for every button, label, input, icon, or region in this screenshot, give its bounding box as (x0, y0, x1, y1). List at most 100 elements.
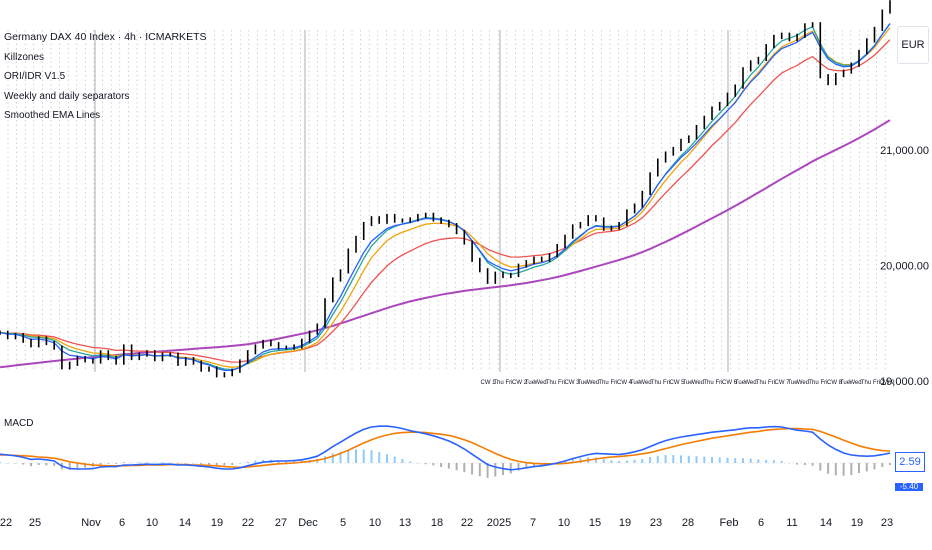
week-day-label: Wed (534, 380, 546, 386)
indicator-separators[interactable]: Weekly and daily separators (4, 90, 130, 102)
week-day-label: Fri (821, 380, 828, 386)
macd-histogram-bar (749, 458, 752, 463)
symbol-title[interactable]: Germany DAX 40 Index · 4h · ICMARKETS (4, 31, 207, 43)
week-day-label: Tue (630, 380, 641, 386)
macd-histogram-bar (571, 459, 574, 463)
time-tick-label: Nov (81, 517, 101, 529)
macd-histogram-bar (416, 463, 419, 464)
macd-histogram-bar (161, 462, 164, 463)
week-day-label: CW 2 (512, 380, 528, 386)
week-day-label: Fri (611, 380, 618, 386)
macd-histogram-bar (672, 455, 675, 463)
price-axis[interactable]: 19,000.00 20,000.00 21,000.00 (880, 145, 929, 388)
macd-histogram-bar (238, 463, 241, 464)
week-day-label: Wed (849, 380, 861, 386)
time-tick-label: 5 (340, 517, 346, 529)
macd-histogram-bar (99, 463, 102, 465)
macd-histogram-bar (30, 463, 32, 467)
separator-lines (7, 30, 886, 372)
macd-histogram-bar (45, 463, 48, 466)
time-tick-label: 14 (179, 517, 191, 529)
time-tick-label: 19 (851, 517, 863, 529)
macd-histogram-bar (525, 463, 528, 469)
macd-histogram-bar (858, 463, 860, 473)
macd-histogram-bar (22, 463, 25, 465)
macd-histogram-bar (664, 455, 667, 463)
week-day-label: CW 4 (617, 380, 633, 386)
macd-histogram-bar (811, 463, 814, 466)
macd-histogram-bar (703, 456, 706, 463)
macd-histogram-bar (424, 463, 427, 465)
indicator-killzones[interactable]: Killzones (4, 51, 45, 63)
macd-histogram-bar (138, 462, 141, 463)
time-tick-label: 23 (881, 517, 893, 529)
week-day-label: Fri (768, 380, 775, 386)
week-day-label: Wed (639, 380, 651, 386)
week-day-label: Wed (797, 380, 809, 386)
week-day-label: CW 5 (670, 380, 686, 386)
time-tick-label: 15 (589, 517, 601, 529)
macd-histogram-bar (130, 462, 133, 464)
macd-histogram-bar (509, 463, 512, 474)
currency-button[interactable]: EUR (897, 26, 929, 64)
macd-histogram-bar (409, 461, 412, 463)
time-tick-label: 11 (786, 517, 797, 529)
macd-histogram-bar (494, 463, 497, 477)
macd-histogram-bar (471, 463, 474, 475)
week-day-label: Tue (682, 380, 693, 386)
macd-histogram-bar (254, 460, 257, 463)
macd-histogram-bar (370, 450, 373, 463)
macd-histogram-bar (115, 463, 118, 464)
macd-histogram-bar (200, 463, 203, 465)
macd-histogram-bar (393, 456, 396, 463)
macd-histogram-bar (765, 459, 768, 463)
macd-histogram-bar (695, 456, 698, 463)
macd-histogram-bar (618, 461, 621, 463)
macd-histogram-bar (633, 459, 636, 463)
macd-label[interactable]: MACD (4, 418, 34, 429)
macd-histogram-bar (842, 463, 845, 476)
week-day-label: Wed (692, 380, 704, 386)
week-day-label: Thu (493, 380, 503, 386)
time-tick-label: 14 (820, 517, 832, 529)
week-day-label: Wed (587, 380, 599, 386)
macd-histogram-bar (153, 462, 156, 464)
week-day-label: Wed (744, 380, 756, 386)
macd-signal-badge: -5.40 (895, 483, 923, 491)
macd-histogram-bar (819, 463, 822, 471)
macd-histogram-bar (107, 463, 110, 464)
week-day-label: Thu (861, 380, 871, 386)
macd-value-badge: 2.59 (895, 452, 925, 472)
macd-histogram-bar (803, 463, 806, 465)
macd-histogram-bar (641, 459, 644, 463)
macd-histogram-bar (84, 463, 87, 468)
time-tick-label: 25 (29, 517, 41, 529)
macd-histogram-bar (339, 451, 342, 463)
indicator-ori-idr[interactable]: ORI/IDR V1.5 (4, 71, 66, 82)
ema-purple-line (0, 119, 891, 369)
macd-histogram-bar (850, 463, 853, 475)
week-day-label: CW 3 (565, 380, 581, 386)
macd-histogram-bar (610, 460, 613, 463)
macd-histogram-bar (0, 462, 1, 463)
week-day-label: CW 1 (481, 380, 497, 386)
week-day-label: Fri (558, 380, 565, 386)
time-tick-label: 19 (211, 517, 223, 529)
macd-histogram-bar (772, 460, 775, 463)
macd-histogram-bar (122, 462, 125, 463)
indicator-smoothed-ema[interactable]: Smoothed EMA Lines (4, 110, 101, 121)
time-tick-label: Feb (720, 517, 739, 529)
macd-pane[interactable] (0, 425, 891, 478)
price-pane[interactable] (0, 0, 891, 378)
macd-histogram-bar (14, 463, 17, 464)
macd-histogram-bar (796, 463, 799, 465)
macd-histogram-bar (440, 463, 443, 467)
time-tick-label: 13 (399, 517, 411, 529)
macd-histogram-bar (146, 462, 148, 463)
macd-histogram-bar (208, 463, 210, 465)
macd-histogram-bar (6, 463, 9, 464)
week-day-label: Fri (663, 380, 670, 386)
time-axis[interactable]: 22 25 Nov 6 10 14 19 22 27 Dec 5 10 13 18 22 2025 7 10 15 1… (0, 517, 893, 529)
week-day-label: CW 8 (827, 380, 843, 386)
